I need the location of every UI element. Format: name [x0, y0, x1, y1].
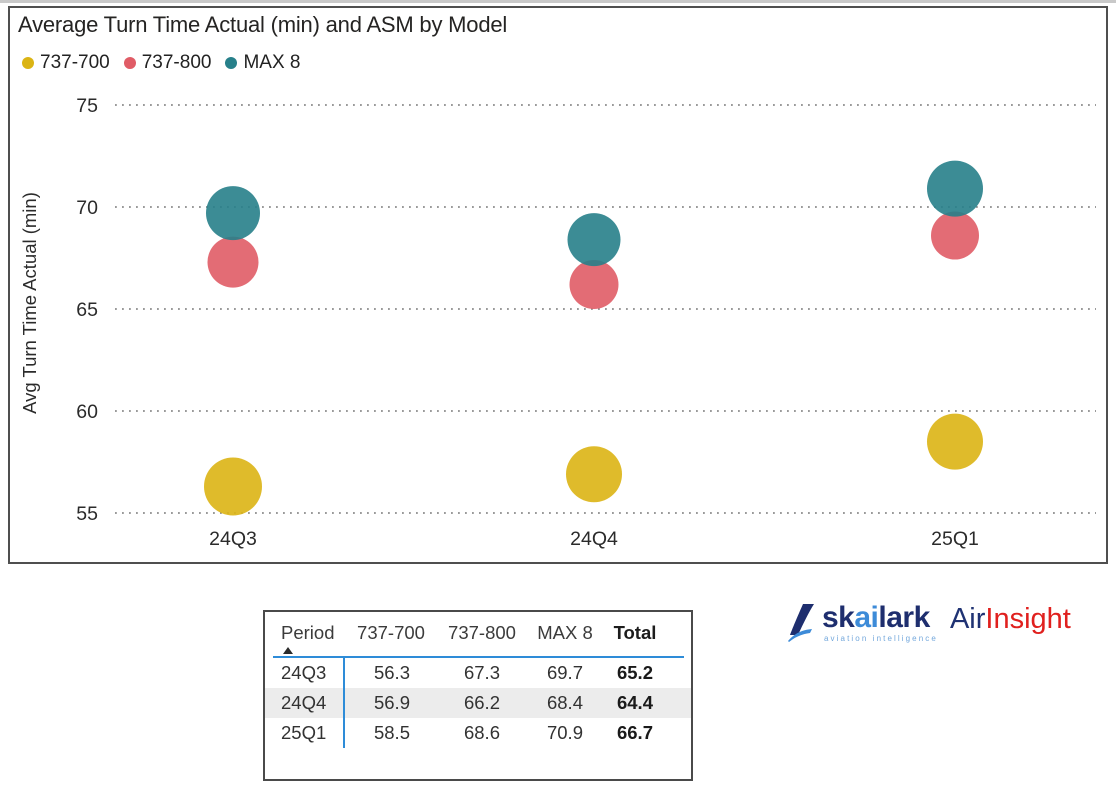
- cell-24q4-period: 24Q4: [281, 692, 327, 713]
- table-row-24q3[interactable]: 24Q3 56.3 67.3 69.7 65.2: [265, 658, 691, 688]
- cell-24q3-737-800: 67.3: [463, 662, 500, 683]
- skailark-text-highlight: ai: [854, 601, 879, 634]
- table-body: 24Q3 56.3 67.3 69.7 65.2 24Q4 56.9 66.2 68.4 64.4…: [265, 658, 691, 748]
- cell-25q1-total: 66.7: [616, 722, 653, 743]
- column-header-737-700[interactable]: 737-700: [357, 622, 425, 643]
- bubble-chart-panel: Average Turn Time Actual (min) and ASM b…: [8, 6, 1108, 564]
- y-tick-label-55: 55: [76, 503, 98, 525]
- y-tick-label-65: 65: [76, 299, 98, 321]
- cell-24q4-max-8: 68.4: [546, 692, 583, 713]
- airinsight-logo: AirInsight: [950, 603, 1071, 635]
- table-header-row: Period 737-700 737-800 MAX 8 Total: [273, 612, 684, 658]
- cell-24q4-737-800: 66.2: [463, 692, 500, 713]
- data-table-panel: Period 737-700 737-800 MAX 8 Total 24Q3 56.3 6…: [263, 610, 693, 781]
- legend-item-max-8[interactable]: MAX 8: [225, 52, 301, 74]
- airinsight-text-air: Air: [949, 603, 986, 635]
- skailark-text-prefix: sk: [822, 601, 855, 634]
- cell-24q4-737-700: 56.9: [343, 688, 439, 718]
- table-row-24q4[interactable]: 24Q4 56.9 66.2 68.4 64.4: [265, 688, 691, 718]
- legend-item-737-800[interactable]: 737-800: [123, 52, 212, 74]
- y-tick-label-70: 70: [76, 197, 98, 219]
- bubble-737-800-25Q1[interactable]: [931, 211, 979, 260]
- legend-label: MAX 8: [243, 52, 301, 73]
- scatter-plot-area: 55 60 65 70 75 24Q3 24Q4 25Q1 Avg Turn Time Actu…: [19, 95, 1096, 550]
- column-header-total[interactable]: Total: [613, 622, 657, 643]
- x-tick-label-24Q4: 24Q4: [570, 528, 618, 550]
- skailark-tailfin-icon: [788, 604, 814, 642]
- bubble-737-800-24Q4[interactable]: [569, 260, 619, 310]
- cell-24q3-max-8: 69.7: [546, 662, 583, 683]
- legend-dot-icon: [123, 57, 136, 69]
- legend-label: 737-800: [141, 52, 212, 73]
- cell-24q4-total: 64.4: [616, 692, 653, 713]
- chart-legend: 737-700 737-800 MAX 8: [22, 52, 301, 74]
- cell-24q3-total: 65.2: [616, 662, 653, 683]
- cell-24q3-737-700: 56.3: [343, 658, 439, 688]
- column-header-label: Period: [281, 622, 335, 643]
- logo-strip: skailark aviation intelligence AirInsigh…: [788, 603, 1071, 643]
- cell-25q1-737-700: 58.5: [343, 718, 439, 748]
- bubble-737-700-24Q3[interactable]: [204, 457, 262, 516]
- legend-item-737-700[interactable]: 737-700: [22, 52, 110, 74]
- bubble-max-8-24Q3[interactable]: [206, 186, 260, 241]
- column-header-period[interactable]: Period: [281, 622, 343, 654]
- skailark-wordmark: skailark aviation intelligence: [822, 601, 938, 644]
- column-header-max-8[interactable]: MAX 8: [537, 622, 593, 643]
- skailark-tagline: aviation intelligence: [824, 634, 938, 643]
- skailark-logo: skailark aviation intelligence: [788, 603, 938, 643]
- x-tick-label-24Q3: 24Q3: [209, 528, 257, 550]
- legend-dot-icon: [22, 57, 34, 69]
- y-axis-title: Avg Turn Time Actual (min): [19, 192, 40, 414]
- cell-25q1-737-800: 68.6: [463, 722, 500, 743]
- column-header-737-800[interactable]: 737-800: [448, 622, 516, 643]
- cell-24q3-period: 24Q3: [281, 662, 327, 683]
- airinsight-text-insight: Insight: [985, 603, 1071, 635]
- bubble-max-8-24Q4[interactable]: [567, 213, 621, 267]
- bubble-737-700-25Q1[interactable]: [927, 413, 983, 470]
- chart-title: Average Turn Time Actual (min) and ASM b…: [18, 12, 508, 37]
- cell-25q1-max-8: 70.9: [546, 722, 583, 743]
- bubble-737-800-24Q3[interactable]: [207, 236, 259, 288]
- table-row-25q1[interactable]: 25Q1 58.5 68.6 70.9 66.7: [265, 718, 691, 748]
- y-tick-label-75: 75: [76, 95, 98, 117]
- bubble-max-8-25Q1[interactable]: [927, 160, 983, 217]
- bubble-737-700-24Q4[interactable]: [566, 446, 622, 503]
- skailark-text-suffix: lark: [878, 601, 930, 634]
- legend-label: 737-700: [40, 52, 110, 73]
- legend-dot-icon: [225, 57, 238, 69]
- top-window-edge: [0, 0, 1116, 3]
- cell-25q1-period: 25Q1: [281, 722, 327, 743]
- y-tick-label-60: 60: [76, 401, 98, 423]
- x-tick-label-25Q1: 25Q1: [931, 528, 979, 550]
- sort-ascending-icon[interactable]: [283, 647, 293, 654]
